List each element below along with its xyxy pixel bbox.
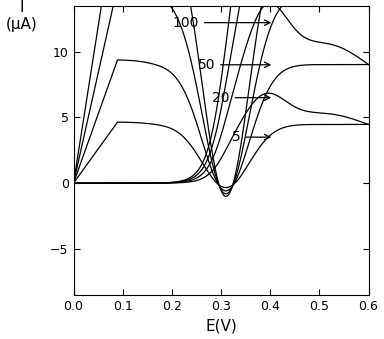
Text: 5: 5 [232, 130, 270, 144]
X-axis label: E(V): E(V) [205, 318, 237, 334]
Text: 100: 100 [172, 16, 270, 29]
Text: 20: 20 [212, 91, 270, 105]
Text: 50: 50 [198, 58, 270, 72]
Y-axis label: I
(μA): I (μA) [6, 0, 38, 32]
